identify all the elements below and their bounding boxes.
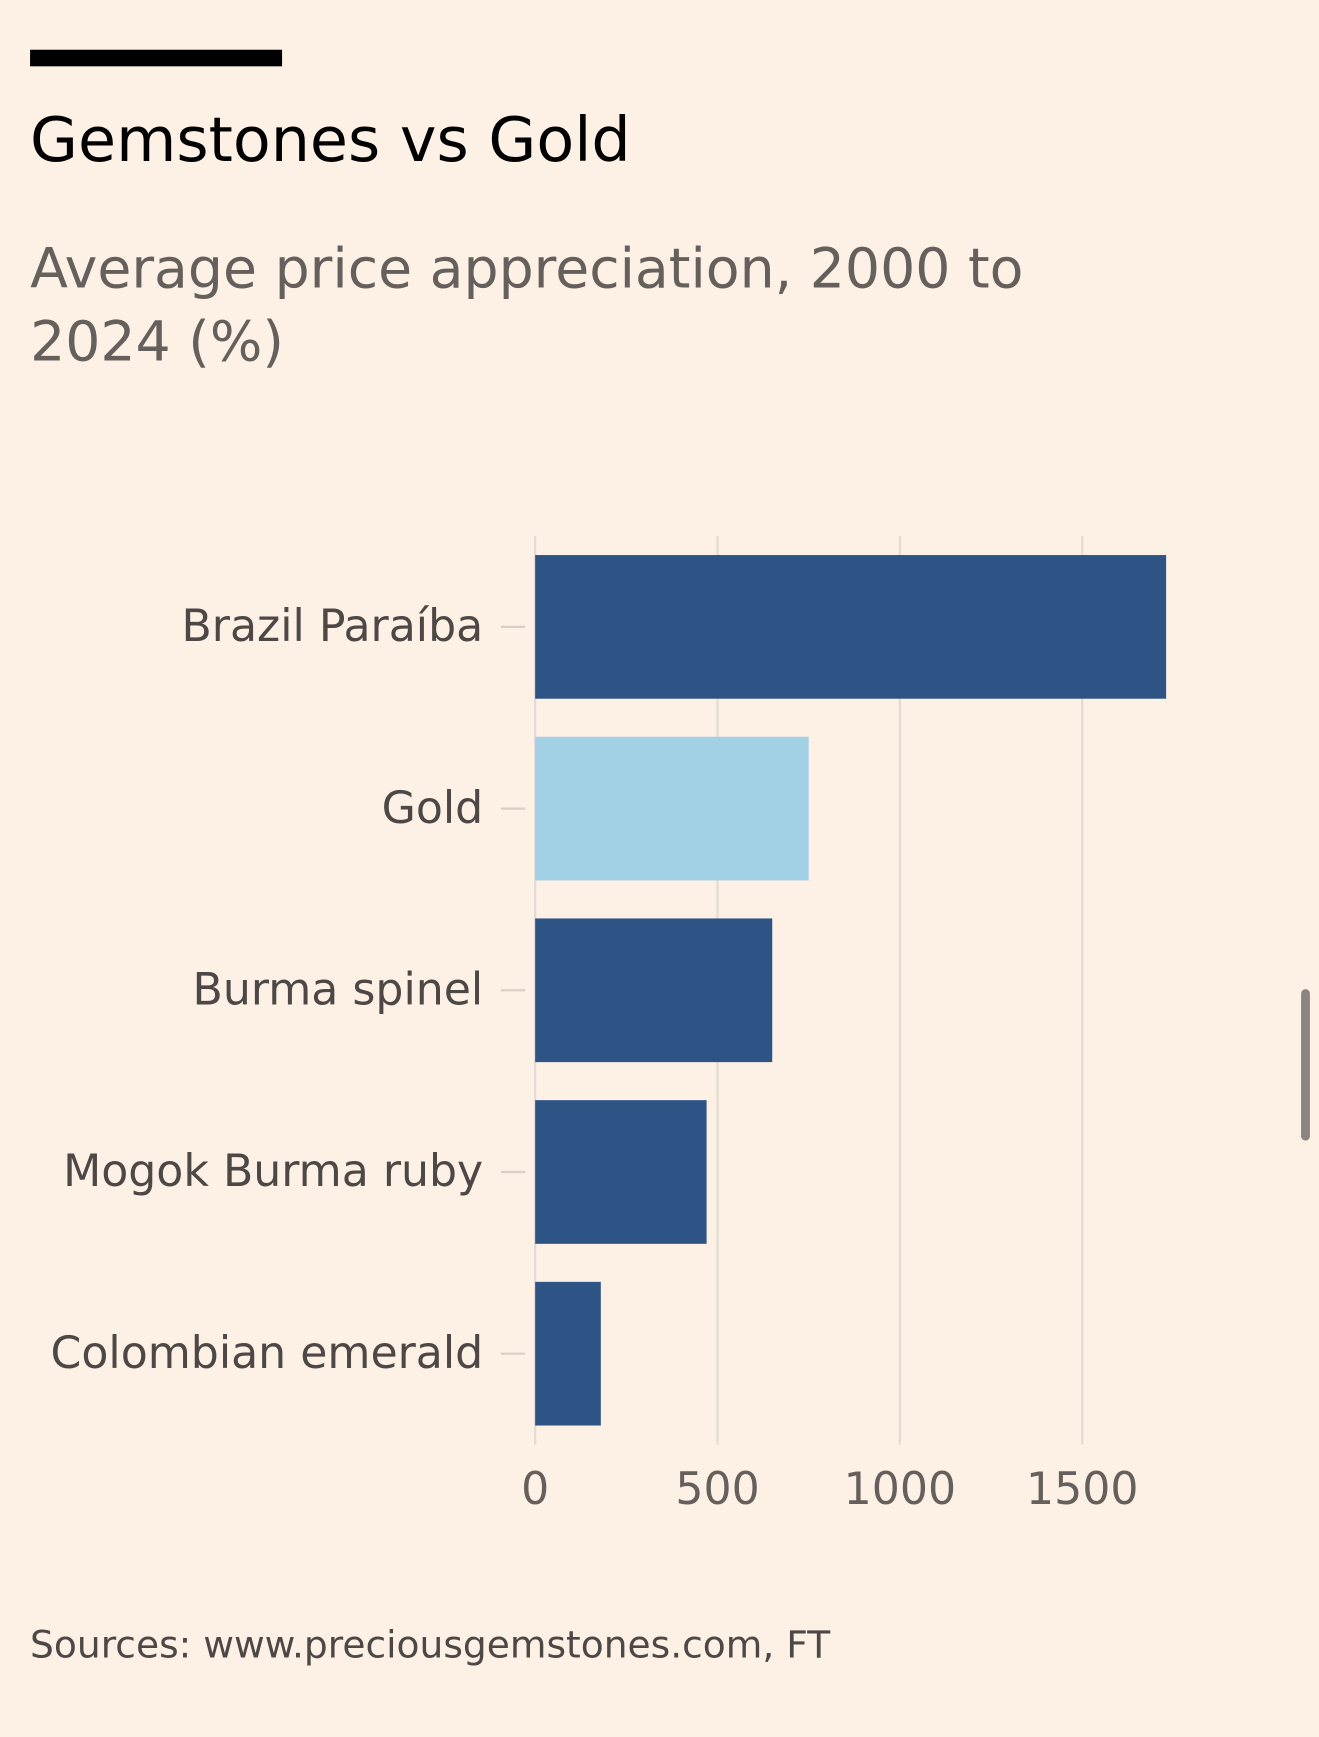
chart-title: Gemstones vs Gold	[30, 104, 631, 176]
x-tick-label: 1500	[1026, 1464, 1138, 1515]
x-tick-label: 1000	[844, 1464, 956, 1515]
bar	[535, 1100, 707, 1244]
bar	[535, 736, 809, 881]
header-rule	[30, 49, 283, 67]
source: Sources: www.preciousgemstones.com, FT	[30, 1622, 831, 1666]
bar	[535, 555, 1167, 699]
bar	[535, 918, 773, 1063]
x-tick-label: 0	[521, 1464, 549, 1515]
subtitle-box: Average price appreciation, 2000 to 2024…	[30, 236, 1024, 374]
scrollbar[interactable]	[1301, 989, 1310, 1141]
y-tick-label: Burma spinel	[193, 964, 484, 1015]
x-tick-label: 500	[675, 1464, 759, 1515]
y-tick-label: Colombian emerald	[51, 1328, 484, 1379]
y-tick-label: Brazil Paraíba	[181, 601, 483, 652]
y-tick-label: Gold	[382, 783, 484, 834]
chart-subtitle: Average price appreciation, 2000 to 2024…	[30, 236, 1024, 374]
y-tick-label: Mogok Burma ruby	[63, 1146, 483, 1197]
bar	[535, 1281, 601, 1426]
